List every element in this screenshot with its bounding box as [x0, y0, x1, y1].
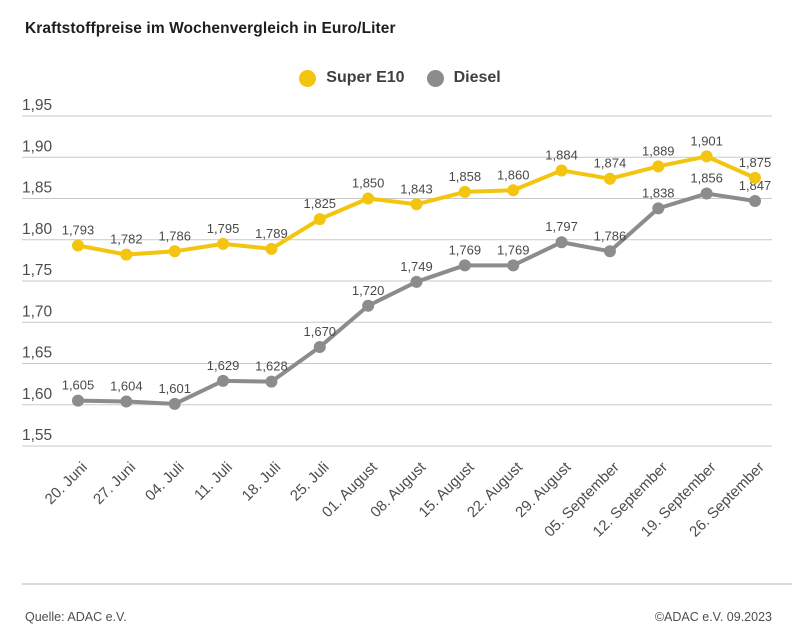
y-axis-label: 1,80	[22, 221, 53, 238]
legend-item-diesel: Diesel	[426, 69, 501, 87]
data-label-super-e10: 1,789	[255, 226, 288, 241]
x-axis-label: 04. Juli	[142, 459, 188, 505]
data-label-super-e10: 1,889	[642, 143, 675, 158]
data-point-diesel	[120, 395, 133, 408]
data-label-diesel: 1,629	[207, 358, 240, 373]
source-text: Quelle: ADAC e.V.	[25, 610, 127, 624]
data-label-super-e10: 1,786	[158, 228, 191, 243]
data-point-diesel	[749, 194, 761, 207]
data-label-super-e10: 1,901	[690, 133, 723, 148]
data-label-diesel: 1,838	[642, 185, 675, 200]
data-point-super-e10	[749, 171, 761, 184]
footer-divider	[22, 583, 792, 585]
data-point-super-e10	[507, 184, 520, 197]
x-axis-label: 18. Juli	[239, 459, 285, 505]
data-label-super-e10: 1,858	[449, 169, 482, 184]
data-label-diesel: 1,605	[62, 378, 95, 393]
data-label-super-e10: 1,874	[594, 156, 627, 171]
data-point-diesel	[265, 375, 278, 388]
data-label-super-e10: 1,860	[497, 167, 530, 182]
data-label-diesel: 1,856	[690, 171, 723, 186]
data-label-diesel: 1,847	[739, 178, 772, 193]
data-point-diesel	[72, 394, 84, 407]
y-axis-label: 1,55	[22, 427, 52, 444]
data-label-diesel: 1,604	[110, 378, 143, 393]
data-point-diesel	[410, 275, 423, 288]
data-label-super-e10: 1,850	[352, 176, 385, 191]
data-label-diesel: 1,628	[255, 359, 288, 374]
data-point-super-e10	[362, 192, 375, 205]
data-point-super-e10	[700, 150, 713, 163]
data-label-super-e10: 1,782	[110, 232, 143, 247]
data-label-diesel: 1,769	[449, 242, 482, 257]
data-point-super-e10	[168, 245, 181, 258]
y-axis-label: 1,85	[22, 180, 52, 197]
data-point-super-e10	[265, 242, 278, 255]
data-point-diesel	[700, 187, 713, 200]
data-label-super-e10: 1,825	[304, 196, 337, 211]
data-label-super-e10: 1,875	[739, 155, 772, 170]
diesel-dot-icon	[426, 69, 444, 87]
x-axis-label: 25. Juli	[287, 459, 333, 505]
legend: Super E10 Diesel	[0, 69, 800, 87]
y-axis-label: 1,70	[22, 303, 53, 320]
data-point-super-e10	[217, 237, 230, 250]
data-point-super-e10	[72, 239, 84, 252]
y-axis-label: 1,65	[22, 345, 52, 362]
data-label-diesel: 1,797	[545, 219, 578, 234]
data-label-super-e10: 1,795	[207, 221, 240, 236]
super-e10-dot-icon	[299, 69, 317, 87]
x-axis-label: 20. Juni	[42, 459, 91, 508]
data-point-diesel	[555, 236, 568, 249]
y-axis-label: 1,75	[22, 262, 52, 279]
data-point-diesel	[313, 341, 326, 353]
data-label-diesel: 1,720	[352, 283, 385, 298]
data-point-super-e10	[410, 198, 423, 211]
legend-item-super-e10: Super E10	[299, 69, 405, 87]
y-axis-label: 1,60	[22, 386, 53, 403]
data-label-diesel: 1,769	[497, 242, 530, 257]
page-title: Kraftstoffpreise im Wochenvergleich in E…	[25, 20, 396, 38]
data-label-super-e10: 1,884	[545, 147, 578, 162]
y-axis-label: 1,95	[22, 97, 52, 114]
x-axis-label: 11. Juli	[191, 459, 236, 504]
data-label-diesel: 1,601	[158, 381, 191, 396]
data-point-super-e10	[313, 213, 326, 226]
data-point-diesel	[603, 245, 616, 258]
legend-label-super-e10: Super E10	[326, 69, 405, 86]
series-line-diesel	[76, 191, 757, 406]
data-point-diesel	[217, 374, 230, 387]
data-label-diesel: 1,786	[594, 228, 627, 243]
y-axis-label: 1,90	[22, 138, 53, 155]
data-point-diesel	[458, 259, 471, 272]
data-point-diesel	[168, 397, 181, 410]
data-label-diesel: 1,749	[400, 259, 433, 274]
legend-label-diesel: Diesel	[453, 69, 501, 86]
data-point-super-e10	[603, 172, 616, 185]
data-point-diesel	[362, 299, 375, 312]
data-point-super-e10	[652, 160, 665, 173]
copyright-text: ©ADAC e.V. 09.2023	[654, 610, 772, 624]
data-point-diesel	[507, 259, 520, 272]
data-point-super-e10	[120, 248, 133, 261]
data-point-diesel	[652, 202, 665, 215]
x-axis-label: 27. Juni	[90, 459, 139, 508]
data-label-super-e10: 1,793	[62, 223, 95, 238]
footer: Quelle: ADAC e.V. ©ADAC e.V. 09.2023	[25, 610, 772, 624]
data-point-super-e10	[555, 164, 568, 177]
data-label-diesel: 1,670	[304, 324, 337, 339]
data-point-super-e10	[458, 185, 471, 198]
data-label-super-e10: 1,843	[400, 181, 433, 196]
